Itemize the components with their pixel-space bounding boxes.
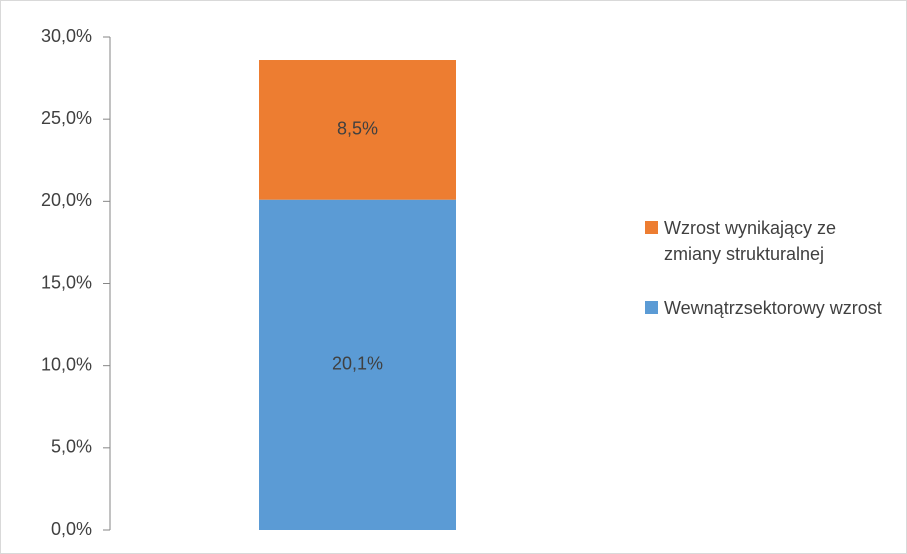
legend-item: Wzrost wynikający ze zmiany strukturalne… [645,215,895,267]
y-tick-label: 25,0% [41,108,92,128]
y-tick-label: 10,0% [41,354,92,374]
y-tick-label: 0,0% [51,519,92,539]
y-tick-label: 20,0% [41,190,92,210]
legend-label: Wzrost wynikający ze zmiany strukturalne… [664,218,837,264]
y-tick-label: 30,0% [41,26,92,46]
y-tick-label: 15,0% [41,272,92,292]
legend-item: Wewnątrzsektorowy wzrost [645,295,895,321]
bar-segment [259,199,456,530]
legend-swatch [645,221,658,234]
legend-label: Wewnątrzsektorowy wzrost [664,298,882,318]
data-label: 20,1% [332,354,383,374]
bar-segment [259,60,456,200]
data-label: 8,5% [337,119,378,139]
y-tick-label: 5,0% [51,437,92,457]
legend-swatch [645,301,658,314]
